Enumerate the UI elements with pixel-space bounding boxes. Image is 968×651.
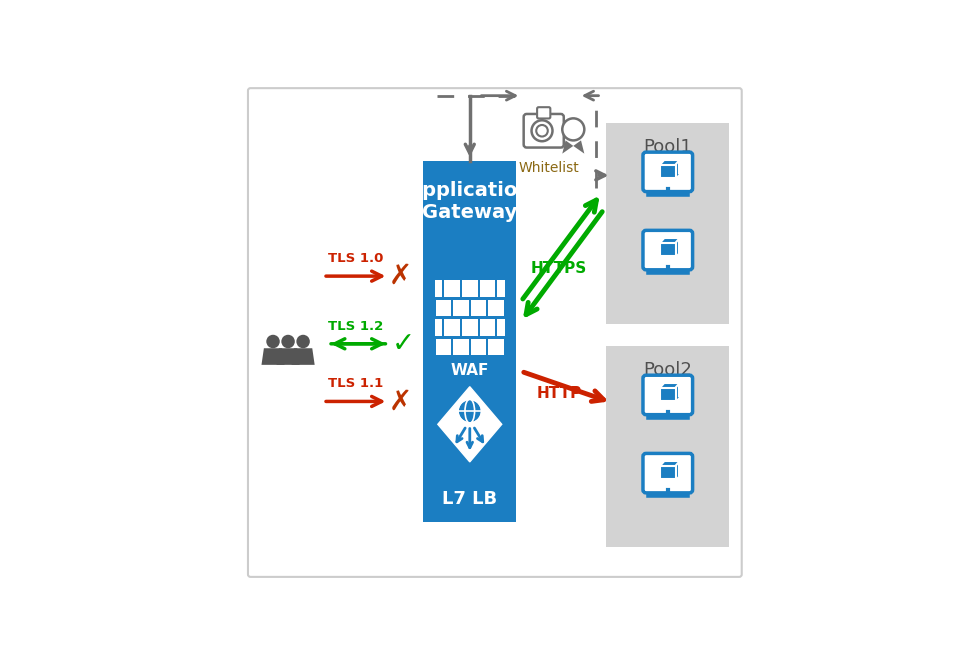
Bar — [435, 320, 442, 336]
Bar — [660, 243, 676, 256]
Polygon shape — [676, 462, 680, 479]
Bar — [462, 320, 477, 336]
Polygon shape — [291, 348, 315, 365]
Polygon shape — [562, 141, 573, 154]
Text: WAF: WAF — [450, 363, 489, 378]
Circle shape — [266, 335, 280, 348]
Bar — [453, 339, 469, 355]
Polygon shape — [660, 462, 680, 466]
Text: L7 LB: L7 LB — [442, 490, 498, 508]
Circle shape — [296, 335, 310, 348]
Bar — [479, 281, 495, 297]
Text: Pool1: Pool1 — [644, 138, 692, 156]
Bar — [660, 387, 676, 401]
Bar — [498, 281, 505, 297]
Bar — [660, 466, 676, 479]
Bar — [444, 281, 460, 297]
Bar — [660, 165, 676, 178]
Polygon shape — [676, 383, 680, 401]
Circle shape — [536, 125, 548, 137]
Bar — [444, 320, 460, 336]
Bar — [470, 339, 486, 355]
Bar — [488, 339, 504, 355]
FancyBboxPatch shape — [643, 230, 692, 270]
Polygon shape — [676, 238, 680, 256]
Text: TLS 1.2: TLS 1.2 — [328, 320, 383, 333]
Bar — [606, 123, 729, 324]
Bar — [453, 300, 469, 316]
Text: ✗: ✗ — [389, 262, 412, 290]
Bar — [436, 339, 451, 355]
Bar — [660, 243, 676, 256]
Text: Pool2: Pool2 — [644, 361, 692, 380]
Text: ✓: ✓ — [392, 330, 415, 358]
Polygon shape — [660, 383, 680, 387]
Polygon shape — [573, 141, 585, 154]
FancyBboxPatch shape — [537, 107, 551, 118]
Text: ✗: ✗ — [389, 387, 412, 415]
Bar — [498, 320, 505, 336]
Text: TLS 1.1: TLS 1.1 — [328, 378, 383, 391]
Polygon shape — [277, 348, 300, 365]
Bar — [423, 161, 516, 521]
Bar — [660, 165, 676, 178]
Bar — [660, 387, 676, 401]
Text: HTTP: HTTP — [536, 387, 582, 402]
Polygon shape — [660, 238, 680, 243]
FancyBboxPatch shape — [248, 88, 741, 577]
Text: TLS 1.0: TLS 1.0 — [328, 252, 383, 265]
Bar — [479, 320, 495, 336]
FancyBboxPatch shape — [643, 375, 692, 415]
Text: HTTPS: HTTPS — [530, 261, 587, 276]
Text: Application
Gateway: Application Gateway — [408, 181, 531, 222]
FancyBboxPatch shape — [643, 453, 692, 493]
FancyBboxPatch shape — [524, 114, 563, 148]
Polygon shape — [438, 387, 501, 462]
Bar — [660, 466, 676, 479]
Polygon shape — [676, 160, 680, 178]
FancyBboxPatch shape — [643, 152, 692, 191]
Circle shape — [458, 399, 482, 423]
Bar — [436, 300, 451, 316]
Polygon shape — [660, 160, 680, 165]
Bar — [488, 300, 504, 316]
Bar — [462, 281, 477, 297]
Circle shape — [562, 118, 585, 141]
Circle shape — [282, 335, 295, 348]
Polygon shape — [261, 348, 285, 365]
Text: Whitelist: Whitelist — [518, 161, 579, 175]
Circle shape — [531, 120, 553, 141]
Bar — [606, 346, 729, 547]
Bar — [435, 281, 442, 297]
Bar — [470, 300, 486, 316]
